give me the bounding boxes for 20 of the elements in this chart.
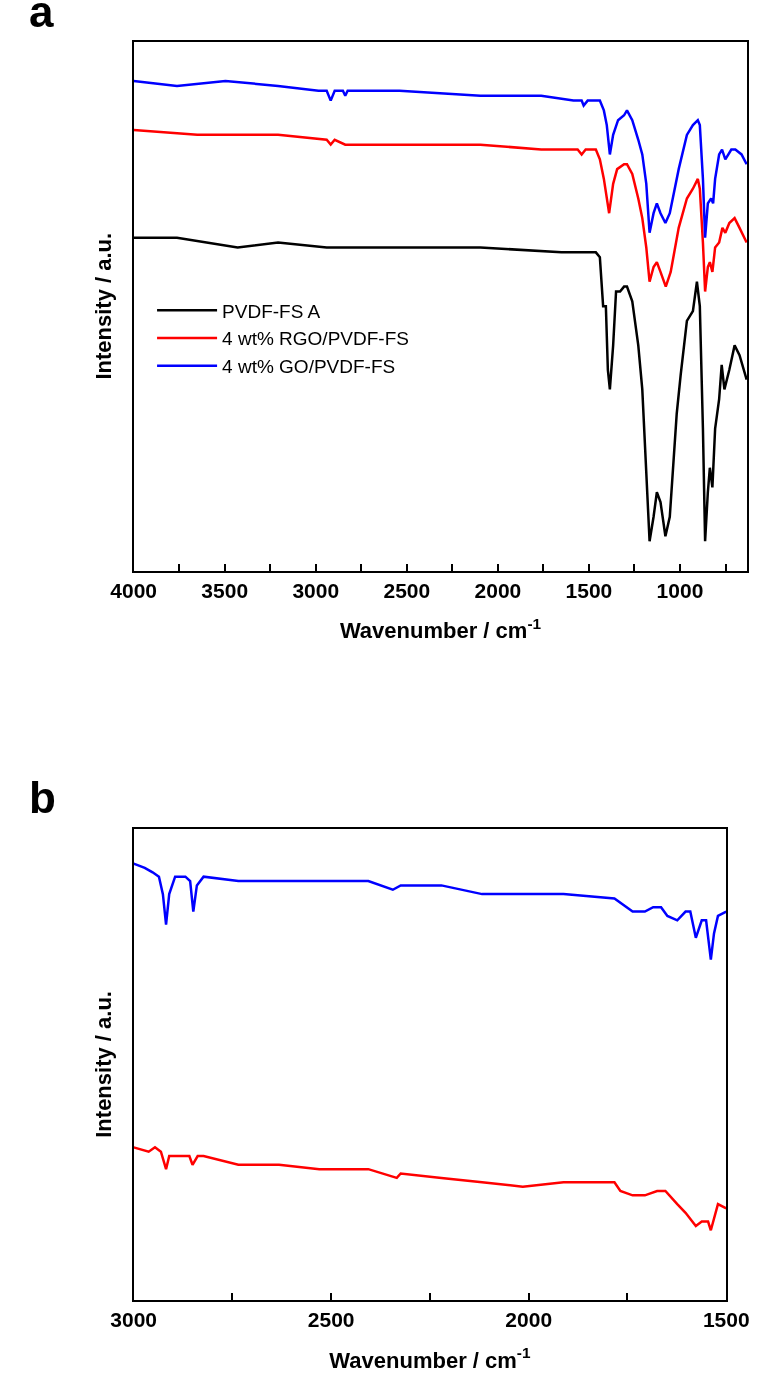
x-tick-label: 2500	[307, 1308, 355, 1332]
chart-title: b	[29, 773, 56, 822]
x-tick-label: 2500	[383, 578, 431, 602]
legend-label: 4 wt% GO/PVDF-FS	[222, 356, 396, 378]
x-tick-label: 3000	[110, 1308, 158, 1332]
chart-title: a	[29, 0, 54, 36]
legend-label: PVDF-FS A	[222, 300, 321, 322]
legend-label: 4 wt% RGO/PVDF-FS	[222, 328, 409, 350]
x-tick-label: 2000	[505, 1308, 553, 1332]
x-tick-label: 1500	[565, 578, 613, 602]
x-tick-label: 3500	[201, 578, 249, 602]
x-axis-title: Wavenumber / cm$^{-1}$	[329, 1344, 531, 1373]
y-axis-title: Intensity / a.u.	[90, 232, 116, 380]
x-tick-label: 1000	[656, 578, 704, 602]
x-tick-label: 3000	[292, 578, 340, 602]
x-axis-title: Wavenumber / cm$^{-1}$	[339, 614, 542, 644]
x-tick-label: 2000	[474, 578, 522, 602]
x-tick-label: 4000	[110, 578, 158, 602]
x-tick-label: 1500	[702, 1308, 750, 1332]
y-axis-title: Intensity / a.u.	[90, 991, 116, 1138]
